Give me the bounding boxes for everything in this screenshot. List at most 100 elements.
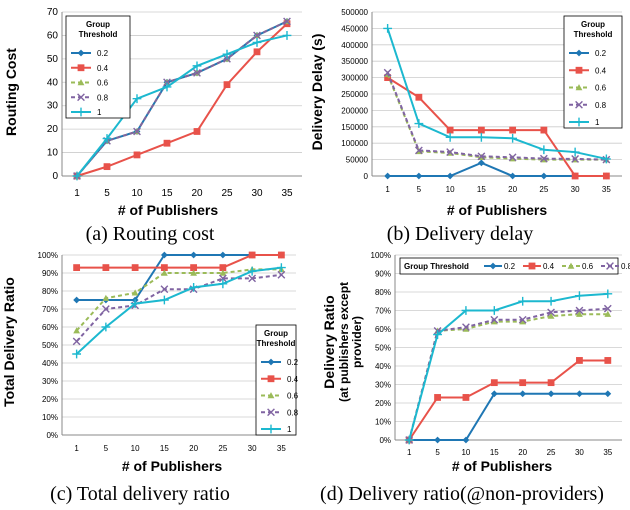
data-point-b-0.4	[571, 172, 579, 180]
y-tick-label-a: 60	[47, 30, 59, 41]
data-point-c-0.8	[101, 305, 110, 313]
data-point-a-0.4	[253, 48, 261, 56]
y-axis-title-b: Delivery Delay (s)	[309, 34, 325, 151]
y-axis-title-d-line3: provider)	[350, 316, 364, 368]
data-point-b-0.2	[384, 172, 392, 180]
legend-title-c: Threshold	[257, 339, 296, 348]
y-tick-label-d: 90%	[375, 270, 391, 279]
legend-marker-c-0.4	[267, 375, 275, 383]
data-point-a-0.8	[223, 54, 231, 63]
data-point-d-0.6	[462, 325, 470, 332]
data-point-c-0.4	[131, 264, 139, 271]
data-point-c-1	[130, 299, 140, 308]
data-point-d-0.2	[547, 390, 555, 398]
caption-c: (c) Total delivery ratio	[50, 483, 230, 505]
x-tick-label-c: 20	[189, 444, 198, 453]
x-tick-label-a: 20	[191, 188, 203, 199]
y-tick-label-b: 450000	[341, 24, 368, 33]
series-line-b-0.4	[387, 76, 607, 177]
data-point-d-0.8	[518, 315, 527, 324]
y-tick-label-b: 400000	[341, 41, 368, 50]
y-tick-label-c: 10%	[42, 413, 58, 422]
data-point-a-1	[162, 82, 172, 92]
data-point-d-1	[518, 296, 528, 306]
legend-label-a-0.8: 0.8	[97, 93, 109, 102]
y-tick-label-c: 0%	[46, 431, 58, 440]
data-point-a-0.4	[193, 128, 201, 135]
series-line-d-0.2	[409, 392, 608, 441]
y-tick-label-b: 100000	[341, 139, 368, 148]
data-point-c-0.8	[72, 337, 81, 346]
legend-marker-b-1	[574, 117, 584, 127]
data-point-b-0.8	[477, 152, 486, 161]
legend-title-d: Group Threshold	[404, 262, 469, 271]
y-tick-label-a: 40	[47, 77, 59, 88]
legend-title-b: Threshold	[574, 30, 613, 39]
data-point-b-0.2	[446, 172, 454, 180]
data-point-c-0.8	[277, 270, 286, 279]
legend-label-a-0.4: 0.4	[97, 64, 109, 73]
data-point-c-0.8	[248, 274, 257, 283]
legend-label-c-0.8: 0.8	[287, 408, 299, 417]
x-axis-title-b: # of Publishers	[447, 202, 548, 218]
data-point-a-1	[252, 38, 262, 47]
data-point-d-1	[489, 306, 499, 315]
series-line-c-1	[75, 266, 282, 355]
data-point-a-1	[72, 171, 82, 181]
data-point-a-0.8	[133, 127, 141, 136]
legend-marker-a-0.6	[77, 79, 85, 86]
data-point-d-1	[575, 291, 584, 301]
data-point-a-1	[132, 94, 142, 104]
y-tick-label-b: 0	[364, 172, 369, 181]
legend-marker-c-0.6	[267, 392, 275, 399]
data-point-b-0.4	[602, 172, 610, 180]
x-tick-label-b: 10	[446, 185, 455, 194]
data-point-b-0.4	[477, 126, 485, 134]
y-tick-label-c: 50%	[42, 341, 58, 350]
data-point-d-0.4	[462, 394, 470, 401]
legend-marker-d-0.6	[567, 262, 575, 269]
series-line-c-0.6	[75, 268, 282, 332]
data-point-d-0.8	[575, 306, 584, 315]
data-point-b-0.8	[446, 148, 455, 156]
x-tick-label-d: 35	[603, 448, 612, 457]
legend-box-b	[563, 15, 623, 129]
legend-label-c-1: 1	[287, 425, 292, 434]
legend-label-c-0.2: 0.2	[287, 358, 299, 367]
data-point-c-1	[189, 283, 199, 292]
data-point-d-0.8	[462, 323, 470, 332]
legend-marker-a-0.2	[77, 49, 85, 57]
data-point-d-1	[433, 330, 442, 339]
x-tick-label-b: 30	[571, 185, 580, 194]
legend-label-a-1: 1	[97, 108, 102, 117]
x-tick-label-d: 20	[518, 448, 527, 457]
legend-marker-b-0.4	[575, 66, 583, 74]
legend-label-c-0.6: 0.6	[287, 392, 299, 401]
legend-label-c-0.4: 0.4	[287, 375, 299, 384]
y-tick-label-b: 300000	[341, 74, 368, 83]
data-point-b-1	[383, 24, 393, 33]
x-tick-label-b: 1	[385, 185, 390, 194]
caption-b: (b) Delivery delay	[387, 223, 534, 245]
data-point-b-0.8	[414, 146, 423, 155]
series-line-b-1	[386, 28, 607, 160]
x-tick-label-c: 10	[131, 444, 140, 453]
y-tick-label-c: 30%	[42, 377, 58, 386]
data-point-d-0.6	[576, 310, 583, 317]
data-point-b-1	[601, 154, 611, 164]
y-tick-label-b: 50000	[346, 156, 369, 165]
legend-marker-b-0.6	[575, 84, 583, 91]
panel-delivery-ratio-non-providers: 0%10%20%30%40%50%60%70%80%90%100%1 5 10 15 2…	[320, 251, 630, 505]
x-tick-label-a: 35	[281, 188, 293, 199]
data-point-c-1	[247, 266, 257, 276]
x-tick-label-c: 1	[74, 444, 79, 453]
data-point-a-0.4	[163, 139, 171, 147]
legend-marker-d-0.4	[528, 262, 536, 270]
data-point-b-1	[445, 132, 455, 142]
legend-label-b-1: 1	[595, 118, 600, 127]
data-point-c-0.8	[218, 274, 227, 283]
x-tick-label-b: 15	[477, 185, 486, 194]
